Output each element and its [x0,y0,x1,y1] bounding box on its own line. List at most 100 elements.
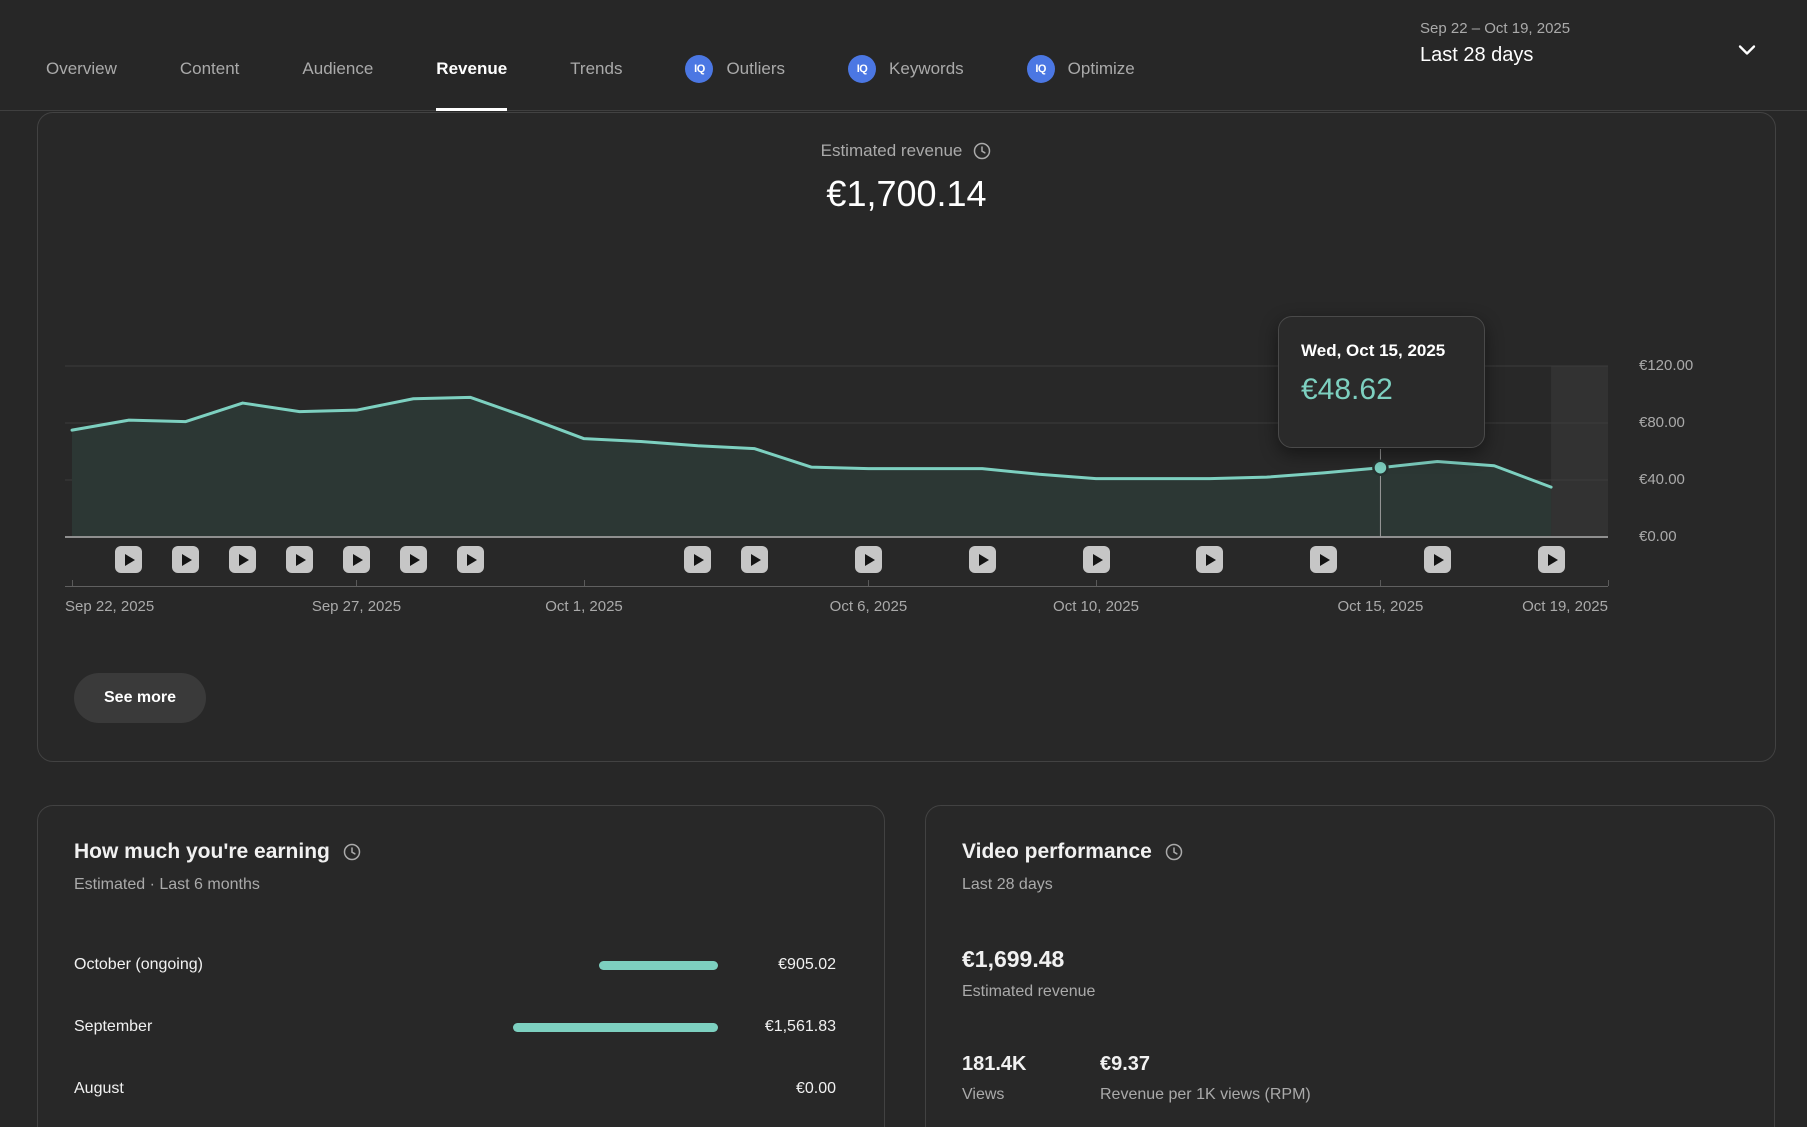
play-icon [296,553,307,566]
earnings-card-title: How much you're earning [74,840,330,863]
chevron-down-icon[interactable] [1733,36,1761,69]
tab-label: Revenue [436,58,508,78]
play-icon [1320,553,1331,566]
video-play-button[interactable] [456,546,484,573]
performance-card-subtitle: Last 28 days [962,876,1053,893]
tab-outliers[interactable]: IQ Outliers [685,0,785,111]
video-play-button[interactable] [172,546,200,573]
tab-trends[interactable]: Trends [570,0,622,111]
tab-label: Keywords [889,58,964,78]
tooltip-value: €48.62 [1301,373,1393,406]
earnings-row: August €0.00 [74,1058,836,1120]
play-icon [466,553,477,566]
play-icon [352,553,363,566]
play-icon [182,553,193,566]
clock-icon [1165,843,1183,861]
inspiration-iq-icon: IQ [685,54,714,83]
tab-audience[interactable]: Audience [302,0,373,111]
chart-tooltip: Wed, Oct 15, 2025 €48.62 [1278,316,1485,448]
stat-label: Views [962,1086,1005,1103]
x-axis-label: Oct 10, 2025 [1053,598,1139,615]
y-axis-label: €40.00 [1639,471,1685,488]
tab-label: Overview [46,58,117,78]
tab-label: Content [179,58,240,78]
x-axis-label: Sep 22, 2025 [65,598,155,615]
analytics-tab-bar: Overview Content Audience Revenue Trends IQ Ou… [0,0,1807,111]
performance-revenue-value: €1,699.48 [962,946,1065,972]
earnings-value: €905.02 [778,956,836,973]
date-range-picker[interactable]: Sep 22 – Oct 19, 2025 Last 28 days [1420,20,1570,67]
date-range-text: Sep 22 – Oct 19, 2025 [1420,20,1571,37]
stat-label: Revenue per 1K views (RPM) [1100,1086,1311,1103]
video-play-button[interactable] [684,546,712,573]
tab-overview[interactable]: Overview [46,0,117,111]
x-axis-label: Oct 15, 2025 [1337,598,1424,615]
earnings-month-label: October (ongoing) [74,956,203,973]
play-icon [1433,553,1444,566]
tab-keywords[interactable]: IQ Keywords [848,0,964,111]
tab-label: Trends [570,58,623,78]
video-play-button[interactable] [229,546,257,573]
earnings-value: €0.00 [795,1080,836,1097]
estimated-revenue-label-row: Estimated revenue [821,141,993,161]
chart-header: Estimated revenue €1,700.14 [38,141,1775,215]
tab-revenue[interactable]: Revenue [436,0,507,111]
x-axis-tick [1380,580,1382,586]
earnings-value: €1,561.83 [764,1018,836,1035]
video-play-button[interactable] [1082,546,1110,573]
tab-optimize[interactable]: IQ Optimize [1026,0,1135,111]
play-icon [409,553,420,566]
play-icon [978,553,989,566]
x-axis-tick [584,580,585,586]
video-play-button[interactable] [1423,546,1451,573]
video-play-button[interactable] [1537,546,1565,573]
video-play-button[interactable] [399,546,427,573]
video-play-button[interactable] [1196,546,1224,573]
x-axis-tick [1096,580,1097,586]
x-axis-line [65,586,1608,587]
stat-value: 181.4K [962,1053,1027,1075]
play-icon [1547,553,1558,566]
video-play-button[interactable] [1310,546,1338,573]
tab-label: Outliers [726,58,786,78]
selected-point [1372,459,1389,476]
video-play-button[interactable] [286,546,314,573]
video-play-button[interactable] [968,546,996,573]
play-icon [125,553,136,566]
y-axis-label: €80.00 [1639,414,1685,431]
video-play-button[interactable] [741,546,769,573]
video-play-button[interactable] [115,546,143,573]
earnings-row: September €1,561.83 [74,996,836,1058]
performance-stats: 181.4K Views €9.37 Revenue per 1K views (RP… [962,1053,1738,1104]
inspiration-iq-icon: IQ [848,54,877,83]
performance-stat: €9.37 Revenue per 1K views (RPM) [1100,1053,1311,1104]
performance-card: Video performance Last 28 days €1,699.48… [925,805,1775,1127]
video-play-button[interactable] [342,546,370,573]
tab-content[interactable]: Content [180,0,240,111]
revenue-line [70,395,1553,489]
x-axis-label: Oct 19, 2025 [1522,598,1608,615]
performance-stat: 181.4K Views [962,1053,1100,1104]
x-axis-label: Sep 27, 2025 [311,598,402,615]
earnings-rows: October (ongoing) €905.02 September €1,561.… [74,934,836,1120]
y-axis-label: €120.00 [1639,357,1694,374]
x-axis-label: Oct 1, 2025 [545,598,623,615]
chart-plot[interactable] [38,113,1777,763]
tab-list: Overview Content Audience Revenue Trends IQ Ou… [46,0,1135,111]
earnings-bar [599,960,718,970]
y-axis-label: €0.00 [1639,528,1677,545]
tab-label: Optimize [1067,58,1135,78]
earnings-card-subtitle: Estimated · Last 6 months [74,876,260,893]
stat-value: €9.37 [1100,1053,1151,1075]
estimated-revenue-label: Estimated revenue [820,141,963,160]
clock-icon [974,142,991,160]
performance-revenue-label: Estimated revenue [962,983,1096,1000]
video-play-button[interactable] [854,546,882,573]
see-more-button[interactable]: See more [74,673,207,723]
clock-icon [343,843,361,861]
earnings-month-label: September [74,1018,153,1035]
earnings-card: How much you're earning Estimated · Last… [37,805,885,1127]
tooltip-date: Wed, Oct 15, 2025 [1301,341,1446,360]
revenue-chart-card: Estimated revenue €1,700.14 Sep 22, 2025… [37,112,1776,762]
earnings-month-label: August [74,1080,124,1097]
